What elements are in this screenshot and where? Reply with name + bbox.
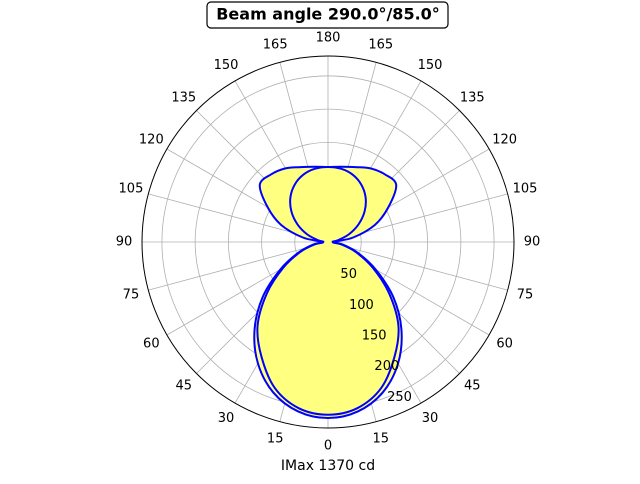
grid-spoke — [327, 241, 508, 291]
title-box — [206, 1, 449, 29]
theta-tick-label: 15 — [267, 432, 284, 447]
theta-tick-label: 120 — [492, 133, 517, 148]
theta-tick-label: 60 — [143, 337, 160, 352]
theta-tick-label: 150 — [418, 58, 443, 73]
theta-tick-label: 150 — [214, 58, 239, 73]
curves — [141, 55, 515, 429]
theta-tick-label: 30 — [218, 411, 235, 426]
theta-tick-label: 60 — [496, 337, 513, 352]
theta-tick-label: 75 — [517, 287, 534, 302]
theta-tick-label: 90 — [116, 235, 133, 250]
theta-tick-label: 165 — [263, 37, 288, 52]
theta-tick-label: 45 — [464, 379, 481, 394]
r-tick-label: 250 — [387, 390, 412, 405]
chart-title: Beam angle 290.0°/85.0° — [216, 5, 440, 24]
r-tick-label: 150 — [362, 329, 387, 344]
theta-tick-label: 135 — [171, 90, 196, 105]
theta-tick-label: 165 — [368, 37, 393, 52]
theta-tick-label: 135 — [460, 90, 485, 105]
r-tick-label: 100 — [349, 298, 374, 313]
r-tick-label: 50 — [340, 267, 357, 282]
theta-tick-label: 120 — [139, 133, 164, 148]
theta-tick-label: 30 — [422, 411, 439, 426]
curve-line — [256, 165, 400, 416]
theta-tick-label: 90 — [524, 235, 541, 250]
theta-tick-label: 0 — [324, 439, 332, 454]
theta-tick-label: 105 — [513, 182, 538, 197]
grid-spoke — [148, 241, 329, 291]
x-axis-label: IMax 1370 cd — [281, 458, 375, 474]
r-tick-label: 200 — [374, 359, 399, 374]
theta-tick-label: 105 — [119, 182, 144, 197]
curve-fill — [257, 166, 399, 415]
theta-tick-label: 180 — [316, 31, 341, 46]
labels: 50 100 150 200 250 0 15 30 45 60 75 90 105 120 135 150 1… — [116, 31, 541, 454]
polar-frame — [141, 55, 515, 429]
theta-tick-label: 45 — [175, 379, 192, 394]
theta-tick-label: 15 — [373, 432, 390, 447]
theta-tick-label: 75 — [123, 287, 140, 302]
